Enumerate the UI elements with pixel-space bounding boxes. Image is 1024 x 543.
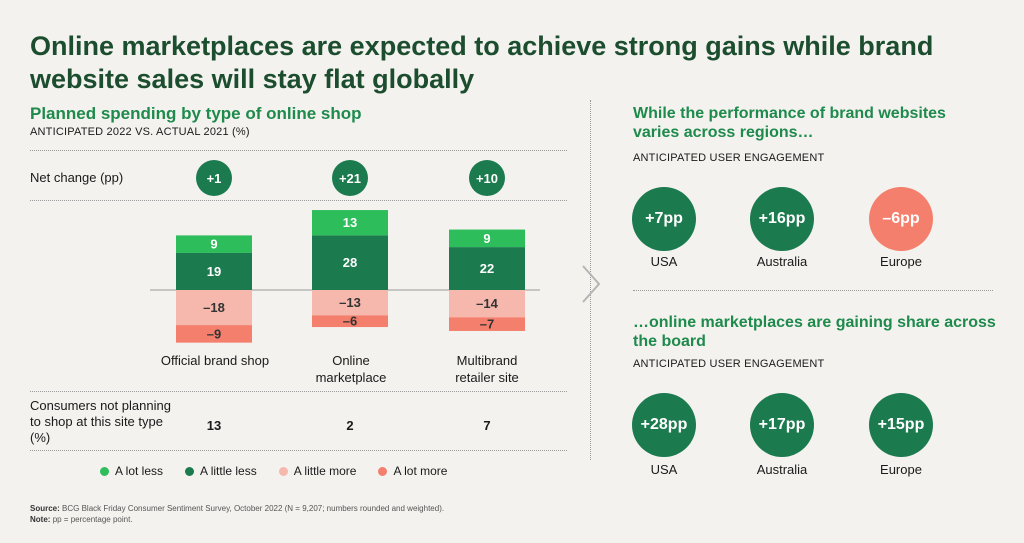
- category-label-marketplace: Online marketplace: [315, 353, 387, 385]
- category-label-brand: Official brand shop: [160, 353, 270, 368]
- bar-value-label: –18: [203, 300, 225, 315]
- bar-segment: [449, 229, 525, 248]
- source-note: Source: BCG Black Friday Consumer Sentim…: [30, 503, 444, 525]
- bar-segment: [312, 290, 388, 316]
- region-label: Europe: [880, 254, 922, 269]
- consumers-value-brand: 13: [206, 418, 222, 433]
- legend-item: A lot less: [100, 464, 163, 478]
- bar-segment: [449, 290, 525, 318]
- chart-legend: A lot less A little less A little more A…: [100, 464, 447, 478]
- note-text: pp = percentage point.: [52, 515, 133, 524]
- bar-value-label: 13: [343, 215, 357, 230]
- legend-dot-icon: [378, 466, 388, 476]
- divider-top: [30, 150, 567, 151]
- divider-consumers-top: [30, 391, 567, 392]
- divider-consumers-bottom: [30, 450, 567, 451]
- bar-segment: [312, 235, 388, 290]
- chart-heading: Planned spending by type of online shop: [30, 104, 362, 123]
- region-label: USA: [650, 254, 678, 269]
- divider-net: [30, 200, 567, 201]
- bar-value-label: 28: [343, 255, 357, 270]
- bar-segment: [176, 325, 252, 343]
- region-circle-australia-brand: +16pp: [750, 187, 814, 251]
- legend-item: A little more: [278, 464, 357, 478]
- legend-dot-icon: [100, 466, 109, 476]
- vertical-divider: [590, 100, 591, 460]
- region-label: Europe: [880, 462, 922, 477]
- note-label: Note:: [30, 515, 51, 524]
- section2-heading: …online marketplaces are gaining share a…: [633, 314, 996, 350]
- legend-dot-icon: [185, 466, 195, 476]
- bar-value-label: –14: [476, 296, 498, 311]
- net-change-badge-brand: +1: [196, 160, 232, 196]
- legend-label: A lot less: [115, 464, 164, 478]
- page-title: Online marketplaces are expected to achi…: [30, 31, 934, 94]
- bar-value-label: –9: [207, 326, 221, 341]
- region-circle-australia-marketplace: +17pp: [750, 393, 814, 457]
- legend-dot-icon: [278, 466, 288, 476]
- source-text: BCG Black Friday Consumer Sentiment Surv…: [62, 504, 445, 513]
- bar-value-label: –13: [339, 295, 361, 310]
- bar-segment: [176, 252, 252, 290]
- legend-label: A lot more: [393, 464, 448, 478]
- bar-value-label: 9: [483, 231, 490, 246]
- net-change-badge-multibrand: +10: [469, 160, 505, 196]
- category-label-multibrand: Multibrand retailer site: [455, 353, 519, 385]
- bar-segment: [449, 247, 525, 290]
- region-circle-usa-marketplace: +28pp: [632, 393, 696, 457]
- section1-heading: While the performance of brand websites …: [633, 105, 946, 141]
- bar-value-label: 22: [480, 261, 494, 276]
- net-change-label: Net change (pp): [30, 170, 124, 185]
- bar-segment: [312, 210, 388, 236]
- bar-value-label: –7: [480, 317, 494, 332]
- bar-segment: [449, 317, 525, 331]
- legend-item: A lot more: [378, 464, 447, 478]
- region-circle-usa-brand: +7pp: [632, 187, 696, 251]
- region-label: Australia: [756, 462, 808, 477]
- consumers-label: Consumers not planning to shop at this s…: [30, 398, 171, 445]
- legend-label: A little more: [293, 464, 357, 478]
- region-circle-europe-brand: –6pp: [869, 187, 933, 251]
- bar-segment: [312, 315, 388, 328]
- chart-subheading: ANTICIPATED 2022 VS. ACTUAL 2021 (%): [30, 126, 250, 138]
- bar-segment: [176, 290, 252, 326]
- chevron-right-icon: [582, 265, 601, 303]
- region-label: Australia: [756, 254, 808, 269]
- bar-segment: [176, 235, 252, 253]
- region-circle-europe-marketplace: +15pp: [869, 393, 933, 457]
- bar-value-label: –6: [343, 314, 357, 329]
- section2-subheading: ANTICIPATED USER ENGAGEMENT: [633, 358, 825, 370]
- region-label: USA: [650, 462, 678, 477]
- divider-right: [633, 290, 993, 291]
- bar-value-label: 19: [207, 264, 221, 279]
- source-label: Source:: [30, 504, 60, 513]
- legend-label: A little less: [200, 464, 257, 478]
- stacked-bar-chart: 19 9 –18 –9 28 13 –13 –6 22 9 –14 –7: [150, 210, 540, 343]
- net-change-badge-marketplace: +21: [332, 160, 368, 196]
- bar-value-label: 9: [210, 237, 217, 252]
- legend-item: A little less: [185, 464, 257, 478]
- consumers-value-multibrand: 7: [483, 418, 491, 433]
- section1-subheading: ANTICIPATED USER ENGAGEMENT: [633, 152, 825, 164]
- consumers-value-marketplace: 2: [346, 418, 354, 433]
